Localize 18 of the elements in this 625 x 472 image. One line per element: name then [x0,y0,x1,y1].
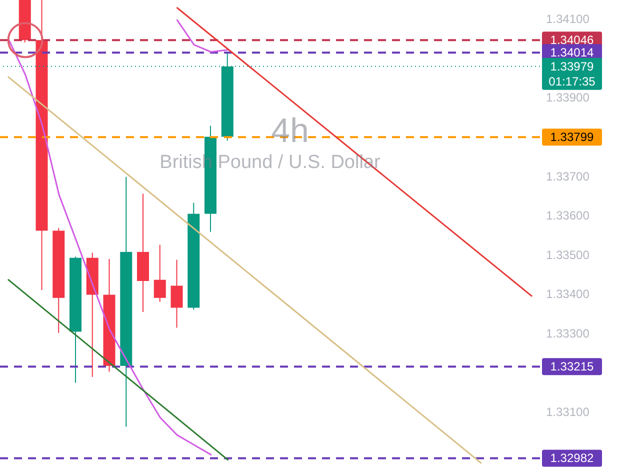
ref-line-label: 1.34014 [550,46,594,60]
y-tick-label: 1.33300 [546,326,590,341]
y-tick-label: 1.33700 [546,169,590,184]
ref-line-label: 1.34046 [550,33,594,48]
y-tick-label: 1.34100 [546,12,590,26]
ref-line-label: 1.33215 [550,360,594,374]
y-tick-label: 1.33500 [546,248,590,262]
ref-line-label: 1.32982 [550,451,594,466]
y-tick-label: 1.33600 [546,208,590,223]
candlestick [154,244,166,302]
y-tick-label: 1.33900 [546,90,590,105]
y-tick-label: 1.33400 [546,287,590,302]
candlestick [170,259,183,328]
text: 4h [270,112,310,150]
ref-line-label: 1.33799 [550,130,594,144]
line-series [176,19,229,53]
y-tick-label: 1.33100 [546,405,590,420]
ref-line-label: 1.33979 01:17:35 [548,59,596,88]
